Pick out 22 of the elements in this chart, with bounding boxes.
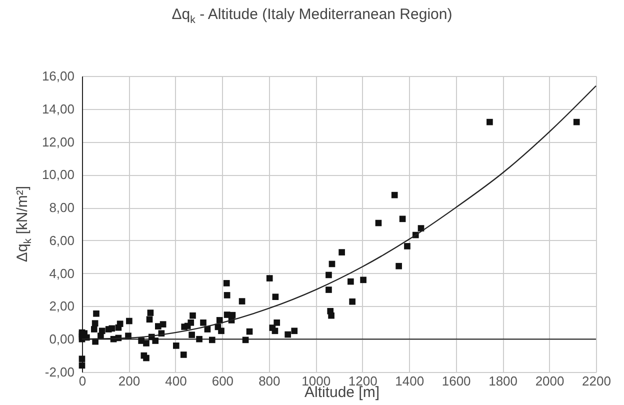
y-tick-label: 0,00 xyxy=(49,332,74,347)
y-tick-label: 12,00 xyxy=(42,134,74,150)
x-tick-label: 2200 xyxy=(582,374,611,388)
y-tick-label: -2,00 xyxy=(44,364,74,380)
y-tick-label: 10,00 xyxy=(42,167,74,182)
y-tick-label: 8,00 xyxy=(49,200,74,216)
x-tick-label: 600 xyxy=(212,374,234,388)
x-axis-title: Altitude [m] xyxy=(304,384,380,401)
x-tick-label: 1600 xyxy=(442,374,471,388)
x-tick-label: 1800 xyxy=(488,374,518,388)
y-tick-label: 4,00 xyxy=(49,266,74,281)
y-tick-label: 14,00 xyxy=(42,101,74,116)
y-tick-label: 2,00 xyxy=(49,298,74,314)
y-tick-label: 6,00 xyxy=(49,232,74,248)
x-tick-label: 1400 xyxy=(395,374,424,388)
chart-title: Δq$_{k}$ - Altitude (Italy Mediterranean Region) xyxy=(170,6,454,26)
y-tick-label: 16,00 xyxy=(42,68,74,84)
x-tick-label: 2000 xyxy=(535,374,564,388)
x-tick-label: 800 xyxy=(258,374,280,388)
x-tick-label: 400 xyxy=(165,374,187,388)
x-tick-label: 200 xyxy=(118,374,140,388)
x-tick-label: 0 xyxy=(78,374,86,388)
